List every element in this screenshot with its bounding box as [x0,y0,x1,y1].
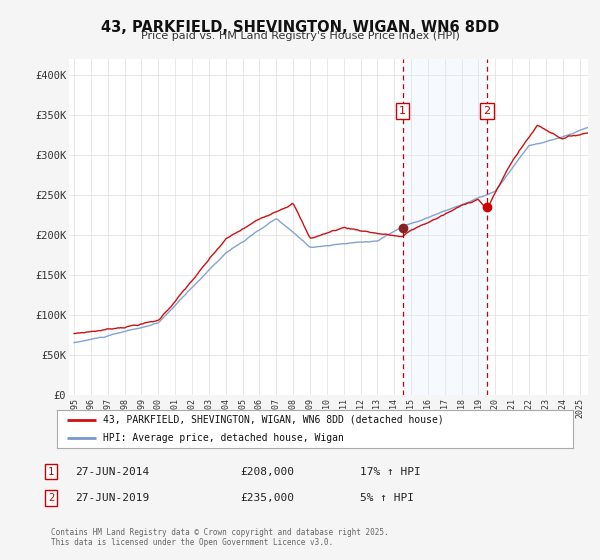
Text: 1: 1 [48,466,54,477]
Text: £235,000: £235,000 [240,493,294,503]
Text: 17% ↑ HPI: 17% ↑ HPI [360,466,421,477]
Text: Price paid vs. HM Land Registry's House Price Index (HPI): Price paid vs. HM Land Registry's House … [140,31,460,41]
Text: 27-JUN-2014: 27-JUN-2014 [75,466,149,477]
Text: 43, PARKFIELD, SHEVINGTON, WIGAN, WN6 8DD: 43, PARKFIELD, SHEVINGTON, WIGAN, WN6 8D… [101,20,499,35]
Text: £208,000: £208,000 [240,466,294,477]
Text: 2: 2 [484,106,490,116]
Text: 43, PARKFIELD, SHEVINGTON, WIGAN, WN6 8DD (detached house): 43, PARKFIELD, SHEVINGTON, WIGAN, WN6 8D… [103,415,444,425]
Bar [403,59,487,395]
Text: HPI: Average price, detached house, Wigan: HPI: Average price, detached house, Wiga… [103,433,344,443]
Text: 5% ↑ HPI: 5% ↑ HPI [360,493,414,503]
Text: 2: 2 [48,493,54,503]
Text: 27-JUN-2019: 27-JUN-2019 [75,493,149,503]
Text: Contains HM Land Registry data © Crown copyright and database right 2025.
This d: Contains HM Land Registry data © Crown c… [51,528,389,547]
Text: 1: 1 [399,106,406,116]
